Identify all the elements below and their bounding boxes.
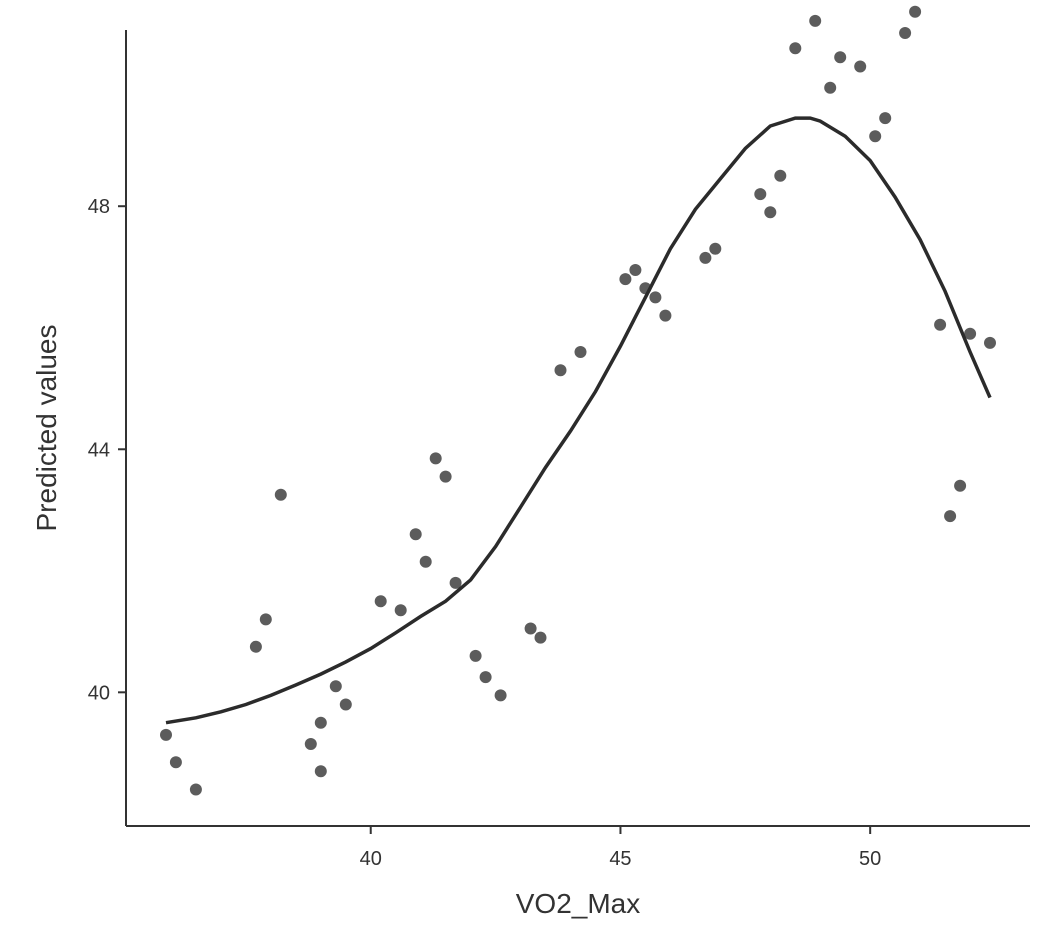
y-axis-title: Predicted values bbox=[31, 324, 62, 531]
data-point bbox=[824, 81, 837, 94]
data-point bbox=[619, 273, 632, 286]
data-point bbox=[160, 728, 172, 741]
data-point bbox=[329, 680, 342, 693]
data-point bbox=[534, 631, 547, 644]
data-point bbox=[699, 251, 712, 264]
x-axis-title: VO2_Max bbox=[516, 888, 641, 919]
data-point bbox=[554, 364, 567, 377]
data-point bbox=[854, 60, 867, 73]
y-axis-ticks: 40 44 48 bbox=[88, 196, 126, 704]
data-point bbox=[984, 336, 996, 349]
data-point bbox=[314, 765, 327, 778]
data-point bbox=[394, 604, 407, 617]
data-point bbox=[449, 576, 462, 589]
data-point bbox=[789, 42, 802, 55]
data-point bbox=[899, 27, 912, 39]
data-point bbox=[879, 112, 892, 125]
data-point bbox=[964, 327, 977, 340]
data-point bbox=[494, 689, 507, 702]
smooth-fit-line bbox=[165, 116, 992, 725]
data-point bbox=[834, 51, 847, 64]
data-point bbox=[909, 5, 922, 18]
data-point bbox=[659, 309, 672, 322]
data-point bbox=[374, 595, 387, 608]
data-point bbox=[189, 783, 202, 796]
y-tick-label: 40 bbox=[88, 682, 110, 704]
data-point bbox=[934, 318, 947, 331]
y-tick-label: 48 bbox=[88, 196, 110, 218]
data-point bbox=[709, 242, 722, 255]
data-point bbox=[259, 613, 272, 626]
data-point bbox=[524, 622, 537, 635]
data-point bbox=[754, 188, 767, 201]
data-point bbox=[169, 756, 182, 769]
data-point bbox=[764, 206, 777, 219]
y-tick-label: 44 bbox=[88, 439, 110, 461]
data-point bbox=[774, 169, 787, 182]
data-point bbox=[419, 555, 432, 568]
data-point bbox=[409, 528, 422, 541]
x-tick-label: 50 bbox=[859, 848, 881, 870]
data-point bbox=[574, 346, 587, 358]
data-point bbox=[469, 649, 482, 662]
data-point bbox=[314, 716, 327, 729]
data-point bbox=[439, 470, 452, 483]
data-point bbox=[249, 640, 262, 653]
data-point bbox=[869, 130, 882, 143]
data-point bbox=[429, 452, 442, 465]
data-point bbox=[649, 291, 662, 304]
x-tick-label: 40 bbox=[360, 848, 382, 870]
x-axis-ticks: 40 45 50 bbox=[360, 826, 881, 870]
data-point bbox=[339, 698, 352, 711]
data-point bbox=[479, 671, 492, 684]
x-tick-label: 45 bbox=[609, 848, 631, 870]
data-points bbox=[160, 5, 996, 796]
data-point bbox=[944, 510, 957, 523]
data-point bbox=[274, 488, 287, 501]
data-point bbox=[954, 479, 967, 492]
data-point bbox=[304, 738, 317, 750]
data-point bbox=[629, 264, 642, 276]
data-point bbox=[809, 14, 822, 27]
